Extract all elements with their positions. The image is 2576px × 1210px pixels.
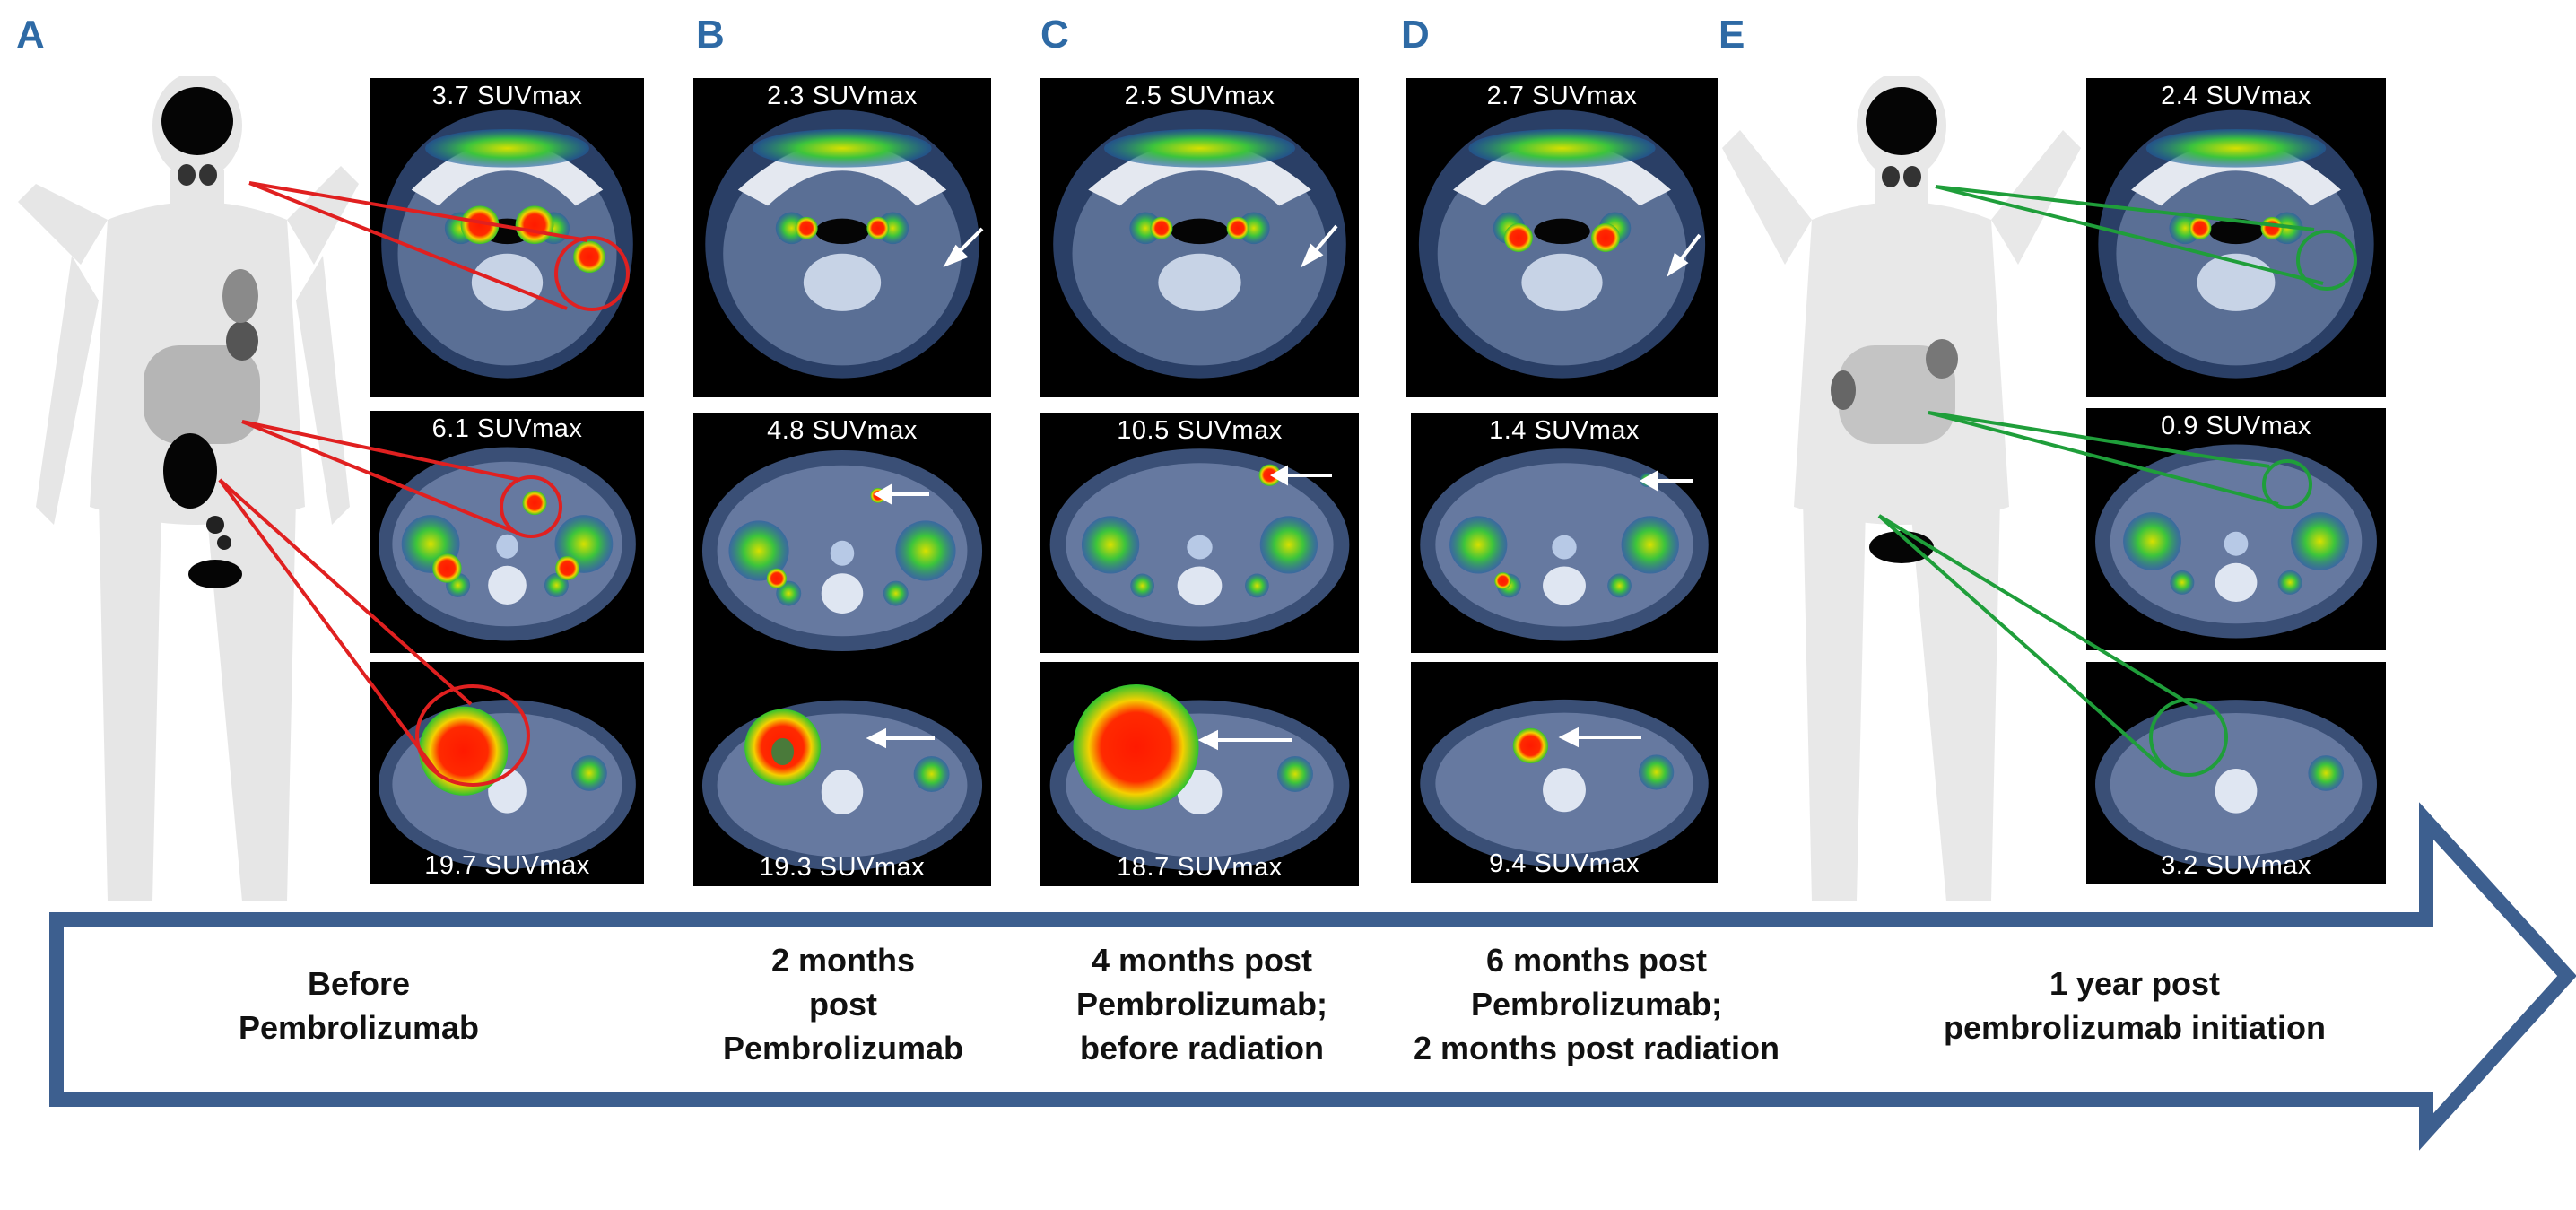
scan-image bbox=[2095, 700, 2377, 869]
timeline-label-6-months: 6 months post Pembrolizumab; 2 months po… bbox=[1372, 938, 1821, 1070]
scan-b-pelvis: 19.3 SUVmax bbox=[693, 662, 991, 886]
timeline-line: Pembrolizumab bbox=[722, 1030, 964, 1066]
suv-label: 0.9 SUVmax bbox=[2161, 412, 2311, 440]
panel-letter-b: B bbox=[696, 13, 725, 57]
timeline-label-2-months: 2 months post Pembrolizumab bbox=[682, 938, 1005, 1070]
suv-label: 19.3 SUVmax bbox=[759, 853, 926, 882]
suv-label: 10.5 SUVmax bbox=[1117, 416, 1283, 445]
scan-image bbox=[1049, 684, 1350, 871]
suv-label: 19.7 SUVmax bbox=[424, 851, 590, 880]
whole-body-pet-after bbox=[1722, 72, 2081, 910]
panel-letter-a: A bbox=[16, 13, 45, 57]
green-callouts bbox=[1877, 185, 2357, 777]
timeline-line: 2 months post radiation bbox=[1413, 1030, 1780, 1066]
scan-image bbox=[1418, 109, 1706, 379]
scan-image bbox=[1420, 448, 1709, 641]
scan-c-neck: 2.5 SUVmax bbox=[1040, 78, 1359, 397]
scan-c-abdomen: 10.5 SUVmax bbox=[1040, 413, 1359, 653]
panel-letter-c: C bbox=[1040, 13, 1069, 57]
scan-e-neck: 2.4 SUVmax bbox=[2086, 78, 2386, 397]
scan-image bbox=[701, 450, 983, 651]
scan-e-pelvis: 3.2 SUVmax bbox=[2086, 662, 2386, 884]
scan-image bbox=[2098, 109, 2374, 379]
red-callouts bbox=[218, 181, 630, 787]
suv-label: 2.3 SUVmax bbox=[767, 82, 918, 110]
scan-b-abdomen: 4.8 SUVmax bbox=[693, 413, 991, 664]
panel-letter-d: D bbox=[1401, 13, 1430, 57]
timeline-line: before radiation bbox=[1079, 1030, 1325, 1066]
whole-body-pet-before bbox=[0, 72, 359, 910]
scan-image bbox=[1420, 699, 1709, 867]
suv-label: 1.4 SUVmax bbox=[1489, 416, 1640, 445]
suv-label: 9.4 SUVmax bbox=[1489, 849, 1640, 878]
timeline-label-before: Before Pembrolizumab bbox=[170, 962, 547, 1049]
suv-label: 2.4 SUVmax bbox=[2161, 82, 2311, 110]
suv-label: 2.7 SUVmax bbox=[1486, 82, 1638, 110]
suv-label: 6.1 SUVmax bbox=[431, 414, 583, 443]
suv-label: 3.7 SUVmax bbox=[431, 82, 583, 110]
timeline-label-1-year: 1 year post pembrolizumab initiation bbox=[1902, 962, 2368, 1049]
scan-a-abdomen: 6.1 SUVmax bbox=[370, 411, 644, 653]
scan-c-pelvis: 18.7 SUVmax bbox=[1040, 662, 1359, 886]
scan-image bbox=[379, 700, 636, 869]
scan-b-neck: 2.3 SUVmax bbox=[693, 78, 991, 397]
scan-d-abdomen: 1.4 SUVmax bbox=[1411, 413, 1718, 653]
scan-image bbox=[705, 109, 979, 379]
scan-image bbox=[379, 447, 636, 641]
suv-label: 18.7 SUVmax bbox=[1117, 853, 1283, 882]
panel-letter-e: E bbox=[1719, 13, 1745, 57]
timeline-line: Before bbox=[307, 965, 411, 1002]
scan-image bbox=[1049, 448, 1350, 641]
suv-label: 4.8 SUVmax bbox=[767, 416, 918, 445]
timeline-line: Pembrolizumab; bbox=[1470, 986, 1723, 1023]
timeline-line: Pembrolizumab; bbox=[1075, 986, 1328, 1023]
white-arrows bbox=[866, 224, 1701, 751]
timeline-label-4-months: 4 months post Pembrolizumab; before radi… bbox=[1023, 938, 1381, 1070]
timeline-line: 2 months bbox=[770, 942, 915, 979]
scan-image bbox=[381, 109, 633, 379]
scan-image bbox=[2095, 444, 2377, 639]
timeline-line: 6 months post bbox=[1485, 942, 1707, 979]
timeline-line: 4 months post bbox=[1091, 942, 1312, 979]
timeline-line: Pembrolizumab bbox=[238, 1009, 480, 1046]
scan-d-pelvis: 9.4 SUVmax bbox=[1411, 662, 1718, 883]
scan-image bbox=[701, 700, 983, 871]
timeline-line: pembrolizumab initiation bbox=[1943, 1009, 2326, 1046]
scan-image bbox=[1053, 109, 1346, 379]
suv-label: 2.5 SUVmax bbox=[1124, 82, 1275, 110]
suv-label: 3.2 SUVmax bbox=[2161, 851, 2311, 880]
timeline-line: post bbox=[809, 986, 877, 1023]
scan-e-abdomen: 0.9 SUVmax bbox=[2086, 408, 2386, 650]
scan-d-neck: 2.7 SUVmax bbox=[1406, 78, 1718, 397]
timeline-line: 1 year post bbox=[2049, 965, 2221, 1002]
